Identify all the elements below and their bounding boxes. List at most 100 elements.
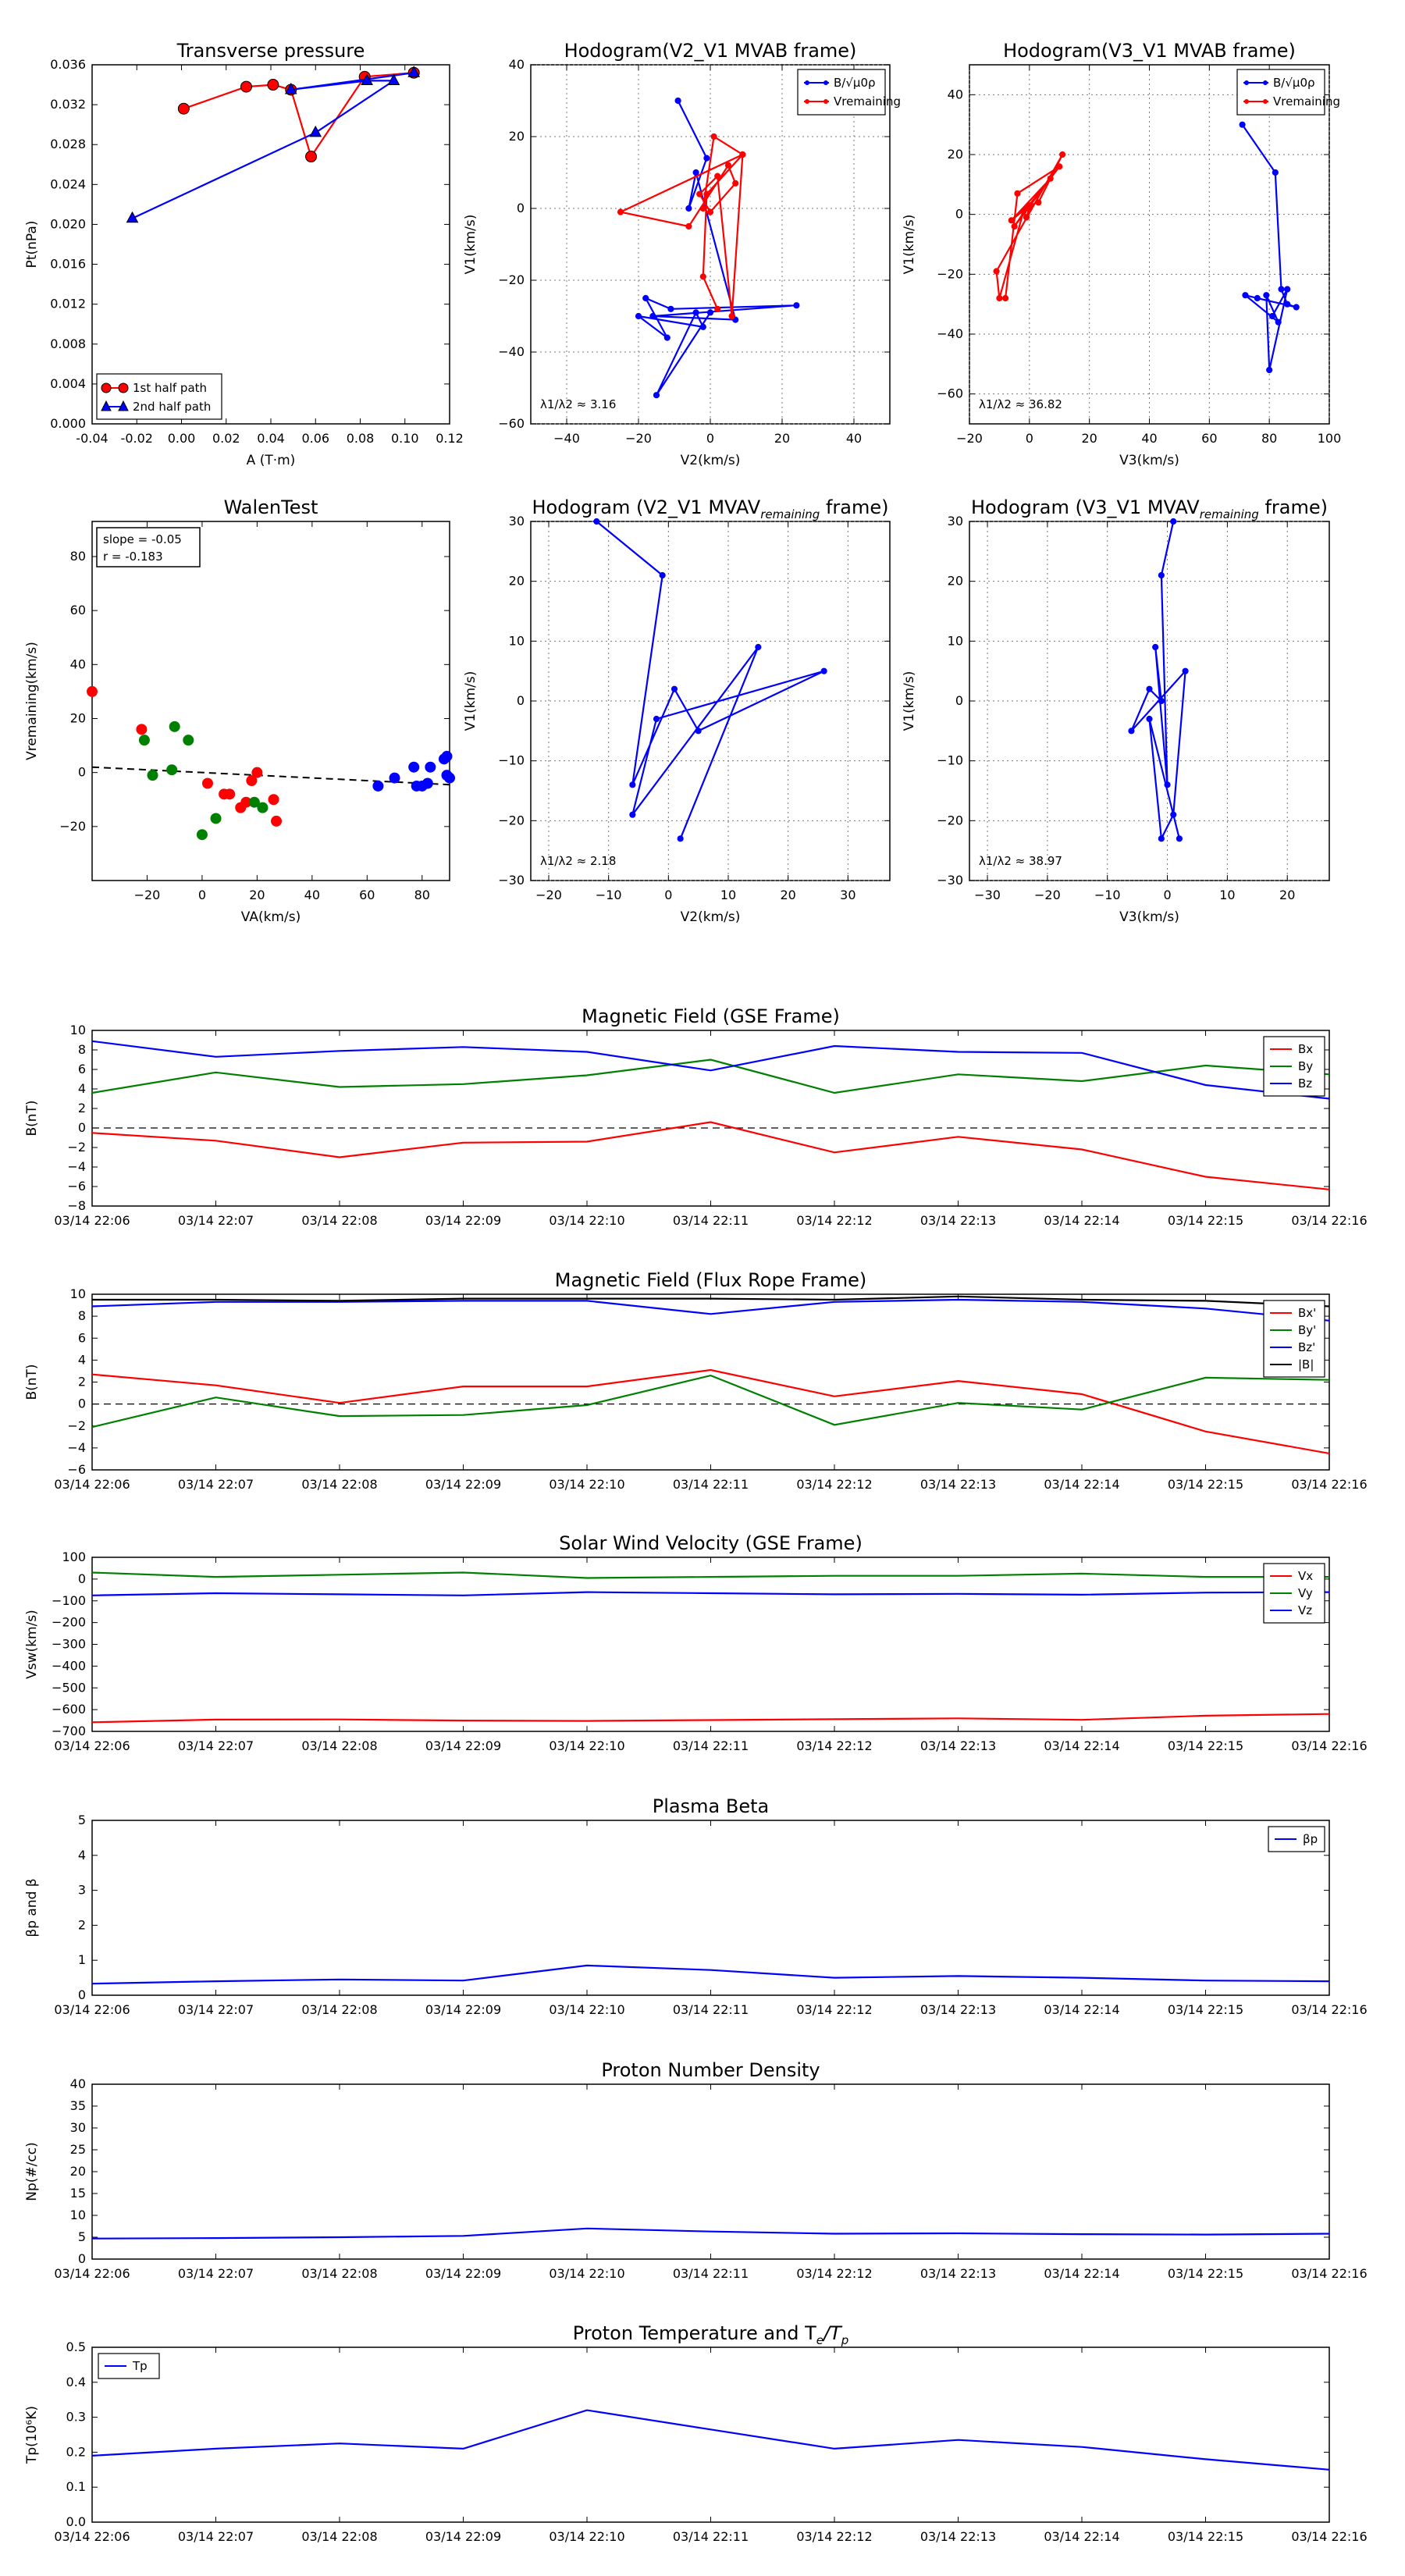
walen-point-green (196, 829, 208, 841)
series-line-by (91, 1374, 1330, 1429)
legend-label: βp (1303, 1832, 1318, 1846)
hodogram-point (1047, 175, 1054, 182)
time-tick-label: 03/14 22:09 (425, 1738, 501, 1753)
y-tick-label: 0.024 (50, 176, 86, 191)
y-tick-label: 40 (509, 57, 525, 72)
time-tick-label: 03/14 22:11 (673, 1213, 749, 1228)
hodogram-point (1275, 318, 1282, 326)
y-tick-label: 0 (78, 2251, 86, 2266)
x-tick-label: −40 (553, 431, 580, 446)
legend-marker (805, 80, 809, 85)
y-axis-label: Vsw(km/s) (24, 1610, 40, 1679)
time-tick-label: 03/14 22:11 (673, 2266, 749, 2281)
series-line-bz (91, 1298, 1330, 1322)
legend-label: Vremaining (1273, 94, 1340, 109)
time-tick-label: 03/14 22:12 (796, 1477, 872, 1492)
data-point-triangle (407, 66, 421, 77)
walen-point-red (136, 724, 148, 735)
y-tick-label: 40 (948, 87, 963, 101)
x-tick-label: 20 (1279, 888, 1295, 902)
hodogram-point (1158, 835, 1165, 842)
y-tick-label: 30 (70, 2120, 86, 2135)
data-point-circle (305, 151, 318, 163)
hodogram-point (692, 309, 699, 316)
walen-point-green (169, 720, 180, 732)
y-tick-label: 0 (955, 207, 963, 222)
hodogram-point (703, 190, 710, 197)
x-tick-label: −20 (1034, 888, 1061, 902)
y-tick-label: 4 (78, 1352, 86, 1367)
time-tick-label: 03/14 22:13 (920, 2529, 996, 2544)
legend-box (1236, 69, 1325, 116)
legend-marker (118, 382, 129, 393)
time-tick-label: 03/14 22:16 (1291, 1738, 1367, 1753)
time-tick-label: 03/14 22:14 (1044, 2266, 1119, 2281)
y-tick-label: −40 (937, 326, 963, 341)
legend-marker (101, 400, 112, 411)
y-tick-label: 30 (948, 514, 963, 528)
y-tick-label: 20 (948, 147, 963, 162)
chart-title: Hodogram (V3_V1 MVAVremaining frame) (971, 496, 1328, 521)
y-tick-label: 0.4 (66, 2375, 86, 2389)
hodogram-point (1152, 643, 1159, 651)
x-tick-label: 40 (304, 888, 320, 902)
hodogram-point (1026, 205, 1033, 212)
y-tick-label: 0.0 (66, 2514, 86, 2529)
y-tick-label: 0 (955, 693, 963, 708)
y-tick-label: 40 (70, 656, 86, 671)
hodogram-point (699, 205, 706, 212)
chart-title-end: frame) (1259, 496, 1328, 518)
legend-label: B/√μ0ρ (834, 76, 876, 90)
plot-frame (91, 521, 450, 881)
time-tick-label: 03/14 22:10 (549, 2266, 624, 2281)
legend-label: Bx (1298, 1042, 1313, 1056)
chart-title: Hodogram (V2_V1 MVAVremaining frame) (532, 496, 889, 521)
series-line-p (91, 1964, 1330, 1985)
y-axis-label: V1(km/s) (463, 671, 478, 731)
hodogram-line (1241, 124, 1297, 371)
hodogram-line (1130, 521, 1186, 842)
y-tick-label: 0.000 (50, 416, 86, 431)
legend-label: Bz (1298, 1076, 1312, 1091)
time-tick-label: 03/14 22:11 (673, 1738, 749, 1753)
y-tick-label: 6 (78, 1062, 86, 1076)
y-tick-label: 0.016 (50, 257, 86, 272)
chart-title-text: Solar Wind Velocity (GSE Frame) (559, 1532, 863, 1554)
y-tick-label: −60 (498, 416, 525, 431)
y-tick-label: 0.5 (66, 2339, 86, 2354)
time-tick-label: 03/14 22:13 (920, 1738, 996, 1753)
time-tick-label: 03/14 22:12 (796, 1213, 872, 1228)
eigenvalue-ratio-annotation: λ1/λ2 ≈ 38.97 (979, 854, 1062, 868)
y-tick-label: 8 (78, 1042, 86, 1057)
chart-title: Proton Temperature and Te/Tp (573, 2322, 849, 2347)
hodogram-point (699, 273, 706, 280)
walen-point-green (257, 802, 269, 813)
chart-hodogram-v2-v1-mvav: Hodogram (V2_V1 MVAVremaining frame)−20−… (463, 496, 891, 925)
y-tick-label: 0 (517, 693, 525, 708)
y-axis-label: B(nT) (24, 1100, 40, 1136)
y-tick-label: −500 (52, 1680, 86, 1695)
hodogram-point (1170, 518, 1177, 525)
y-tick-label: −40 (498, 344, 525, 359)
chart-title-text: Plasma Beta (653, 1795, 769, 1817)
data-point-circle (240, 80, 253, 93)
series-line-by (91, 1059, 1330, 1094)
eigenvalue-ratio-annotation: λ1/λ2 ≈ 36.82 (979, 397, 1062, 411)
x-tick-label: −30 (974, 888, 1001, 902)
legend-label: Bz' (1298, 1340, 1315, 1354)
walen-point-blue (444, 772, 455, 784)
hodogram-point (1158, 571, 1165, 579)
hodogram-point (1266, 366, 1273, 374)
hodogram-point (1164, 781, 1171, 788)
y-tick-label: 0 (78, 1120, 86, 1135)
hodogram-point (996, 294, 1003, 302)
chart-title: Transverse pressure (176, 40, 365, 62)
time-tick-label: 03/14 22:08 (301, 1738, 377, 1753)
x-tick-label: 40 (1141, 431, 1157, 446)
walen-point-blue (441, 750, 453, 762)
y-tick-label: 20 (948, 574, 963, 589)
hodogram-point (692, 169, 699, 176)
time-tick-label: 03/14 22:12 (796, 2266, 872, 2281)
hodogram-point (653, 392, 660, 399)
y-tick-label: −400 (52, 1658, 86, 1673)
